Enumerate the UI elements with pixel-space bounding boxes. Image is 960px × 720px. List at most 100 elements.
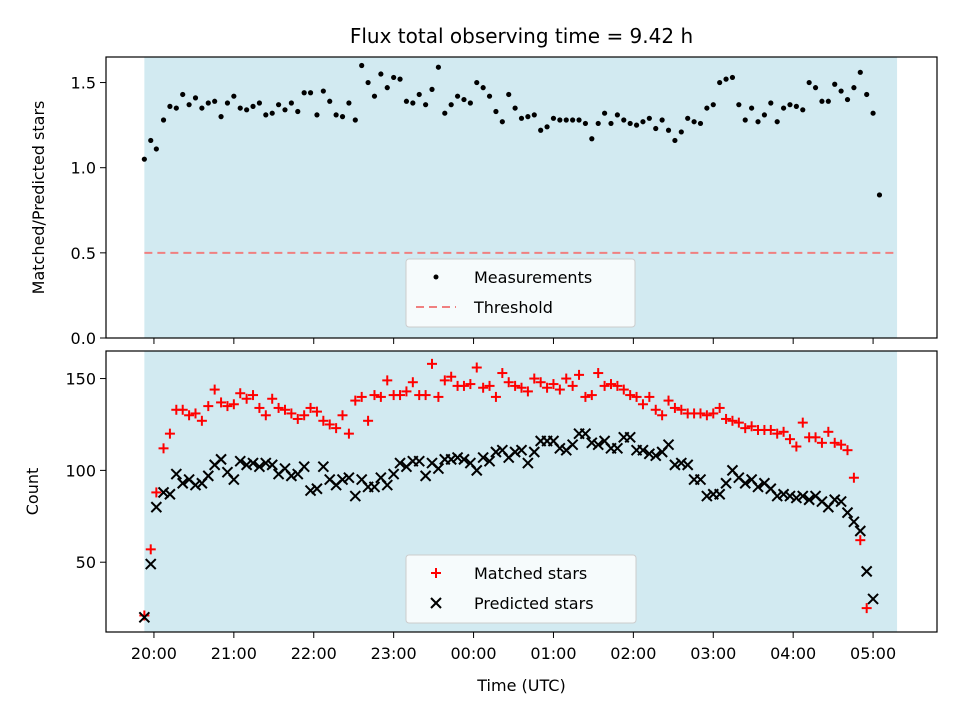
- predicted-star-point: [164, 488, 176, 500]
- measurement-point: [819, 98, 825, 104]
- measurement-point: [646, 115, 652, 121]
- predicted-star-point: [145, 558, 157, 570]
- measurement-point: [244, 107, 250, 113]
- x-tick-label: 02:00: [610, 644, 656, 663]
- matched-star-point: [823, 426, 834, 437]
- measurement-point: [665, 127, 672, 133]
- top-x-ticks: [153, 338, 874, 344]
- measurement-point: [346, 100, 352, 106]
- measurement-point: [518, 115, 525, 121]
- matched-star-point: [586, 390, 597, 401]
- matched-star-point: [299, 410, 310, 421]
- measurement-point: [602, 110, 608, 116]
- x-tick-label: 01:00: [530, 644, 576, 663]
- matched-star-point: [190, 408, 201, 419]
- measurement-point: [512, 105, 518, 111]
- measurement-point: [825, 98, 831, 104]
- predicted-star-point: [298, 460, 310, 473]
- measurement-point: [442, 110, 448, 116]
- matched-star-point: [676, 404, 687, 415]
- measurement-point: [710, 102, 716, 108]
- matched-star-point: [222, 401, 233, 412]
- matched-star-point: [478, 382, 489, 393]
- measurement-point: [448, 102, 454, 108]
- measurement-point: [640, 119, 646, 125]
- matched-star-point: [605, 379, 616, 390]
- measurement-point: [697, 120, 704, 127]
- matched-star-point: [695, 408, 706, 419]
- measurement-point: [582, 120, 589, 127]
- matched-star-point: [318, 415, 329, 426]
- predicted-star-point: [483, 455, 496, 467]
- matched-star-point: [439, 375, 450, 386]
- measurement-point: [506, 91, 512, 98]
- predicted-star-point: [777, 488, 790, 500]
- matched-star-point: [139, 610, 150, 621]
- predicted-star-point: [554, 442, 566, 455]
- predicted-star-point: [381, 479, 393, 491]
- matched-star-point: [554, 384, 565, 395]
- measurement-point: [397, 76, 403, 82]
- matched-star-point: [311, 406, 322, 417]
- matched-star-point: [574, 369, 585, 380]
- matched-star-point: [510, 380, 521, 391]
- predicted-star-point: [860, 565, 873, 578]
- x-tick-label: 20:00: [131, 644, 177, 663]
- matched-star-point: [235, 388, 246, 399]
- predicted-star-point: [566, 438, 579, 451]
- measurement-point: [167, 103, 173, 109]
- predicted-star-point: [752, 481, 764, 493]
- measurement-point: [627, 120, 633, 127]
- measurement-point: [486, 93, 493, 99]
- matched-star-point: [842, 445, 853, 456]
- measurement-point: [525, 114, 531, 120]
- measurement-point: [403, 98, 410, 104]
- predicted-star-point: [797, 490, 809, 502]
- measurement-point: [435, 64, 441, 70]
- predicted-star-point: [419, 470, 432, 482]
- matched-star-point: [855, 535, 866, 546]
- x-tick-label: 04:00: [770, 644, 816, 663]
- measurement-point: [729, 74, 736, 81]
- measurement-point: [173, 105, 179, 111]
- matched-star-point: [810, 432, 821, 443]
- predicted-star-point: [445, 453, 457, 466]
- measurement-point: [736, 102, 742, 108]
- bottom-legend: Matched stars Predicted stars: [405, 554, 637, 624]
- top-legend: Measurements Threshold: [405, 258, 636, 328]
- predicted-star-point: [432, 462, 445, 475]
- predicted-star-point: [247, 457, 259, 469]
- matched-star-point: [369, 390, 380, 401]
- measurement-point: [384, 85, 390, 91]
- matched-star-point: [657, 410, 668, 421]
- predicted-star-point: [240, 459, 253, 471]
- predicted-star-point: [336, 473, 349, 486]
- measurement-point: [614, 112, 620, 118]
- top-y-ticks: 0.0 0.5 1.0 1.5: [71, 74, 106, 348]
- predicted-star-point: [662, 438, 675, 451]
- measurement-point: [371, 93, 378, 99]
- matched-star-point: [356, 391, 367, 402]
- predicted-star-point: [451, 451, 464, 464]
- top-legend-box: [405, 258, 636, 328]
- measurement-point: [493, 108, 499, 115]
- x-tick-label: 21:00: [211, 644, 257, 663]
- matched-star-point: [637, 399, 648, 410]
- measurement-point: [832, 81, 838, 87]
- measurement-point: [461, 96, 467, 103]
- measurement-point: [876, 192, 883, 198]
- measurement-point: [180, 91, 186, 98]
- measurement-point: [224, 100, 231, 106]
- matched-star-point: [644, 391, 655, 402]
- measurement-point: [761, 112, 768, 118]
- matched-star-point: [593, 368, 604, 379]
- matched-star-point: [542, 382, 553, 393]
- measurement-point: [474, 79, 480, 86]
- measurement-point: [160, 117, 167, 123]
- legend-matched-label: Matched stars: [474, 564, 587, 583]
- matched-star-point: [784, 434, 795, 445]
- measurement-point: [307, 90, 314, 96]
- x-tick-label: 03:00: [690, 644, 736, 663]
- measurement-point: [653, 125, 659, 132]
- matched-star-point: [228, 399, 239, 410]
